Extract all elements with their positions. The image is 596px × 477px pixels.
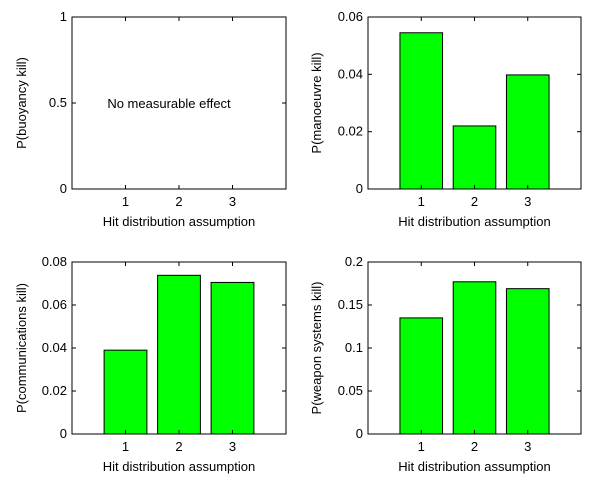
x-tick-label: 3: [229, 194, 236, 209]
y-tick-label: 0: [60, 181, 67, 196]
x-tick-label: 1: [418, 194, 425, 209]
y-axis-label: P(weapon systems kill): [309, 282, 324, 415]
bar-3: [210, 281, 255, 435]
y-axis-label: P(manoeuvre kill): [309, 52, 324, 153]
y-tick-label: 0.04: [42, 340, 67, 355]
bar-2: [157, 274, 201, 435]
y-tick-label: 0.04: [338, 66, 363, 81]
x-tick-label: 3: [524, 439, 531, 454]
x-tick-label: 3: [524, 194, 531, 209]
bar-1: [103, 349, 148, 435]
x-tick-label: 2: [175, 439, 182, 454]
y-tick-label: 0.15: [338, 297, 363, 312]
subplot-1: 0 0.5 1 1 2 3 Hit distribution assumption P(buo…: [14, 9, 287, 229]
x-tick-label: 2: [175, 194, 182, 209]
x-tick-label: 3: [229, 439, 236, 454]
x-tick-label: 2: [471, 194, 478, 209]
subplot-2: 0 0.02 0.04 0.06 1 2 3 Hit distribution assumpt…: [309, 9, 582, 229]
y-tick-label: 1: [60, 9, 67, 24]
y-tick-label: 0.06: [338, 9, 363, 24]
bar-2: [452, 125, 497, 190]
y-tick-label: 0.5: [49, 95, 67, 110]
annotation: No measurable effect: [107, 96, 231, 111]
y-tick-label: 0.06: [42, 297, 67, 312]
y-tick-label: 0.2: [345, 254, 363, 269]
bar-1: [399, 317, 444, 435]
x-tick-label: 1: [122, 194, 129, 209]
bar-2: [452, 281, 497, 435]
x-axis-label: Hit distribution assumption: [398, 214, 550, 229]
y-tick-label: 0: [356, 181, 363, 196]
subplot-4: 0 0.05 0.1 0.15 0.2 1 2 3 Hit distribution assum…: [309, 254, 582, 474]
y-axis-label: P(buoyancy kill): [14, 57, 29, 149]
y-tick-label: 0.05: [338, 383, 363, 398]
y-tick-label: 0.08: [42, 254, 67, 269]
x-axis-label: Hit distribution assumption: [398, 459, 550, 474]
y-tick-label: 0.02: [42, 383, 67, 398]
y-tick-label: 0.02: [338, 124, 363, 139]
x-axis-label: Hit distribution assumption: [103, 214, 255, 229]
x-tick-label: 1: [418, 439, 425, 454]
x-tick-label: 2: [471, 439, 478, 454]
y-tick-label: 0.1: [345, 340, 363, 355]
x-tick-label: 1: [122, 439, 129, 454]
y-tick-label: 0: [60, 426, 67, 441]
bar-3: [505, 74, 550, 190]
x-axis-label: Hit distribution assumption: [103, 459, 255, 474]
bar-1: [399, 32, 444, 190]
y-tick-label: 0: [356, 426, 363, 441]
bar-3: [505, 288, 550, 435]
y-axis-label: P(communications kill): [14, 283, 29, 413]
subplot-3: 0 0.02 0.04 0.06 0.08 1 2 3 Hit distribution ass…: [14, 254, 287, 474]
